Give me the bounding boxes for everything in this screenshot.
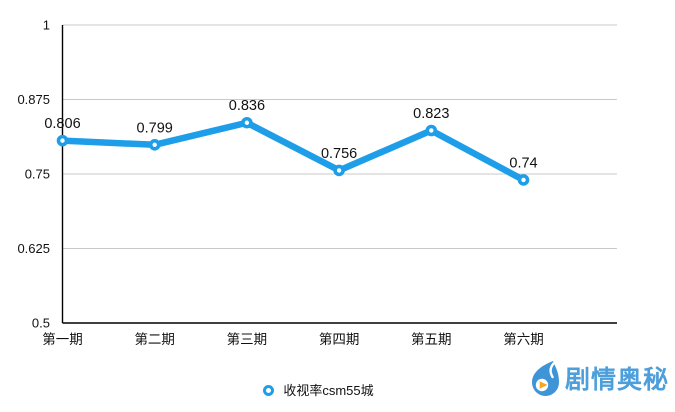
data-point-marker <box>517 174 530 186</box>
data-point-label: 0.799 <box>137 120 173 136</box>
x-axis-label: 第四期 <box>319 331 360 347</box>
x-axis-label: 第二期 <box>134 331 175 347</box>
data-point-marker <box>148 138 161 151</box>
y-tick-label: 0.5 <box>32 316 50 331</box>
data-point-label: 0.806 <box>44 116 80 132</box>
x-axis-label: 第六期 <box>503 331 544 347</box>
data-point-marker <box>333 164 345 177</box>
x-axis-label: 第一期 <box>42 331 83 347</box>
data-point-label: 0.823 <box>413 106 449 122</box>
watermark-droplet-icon <box>531 361 559 396</box>
legend-label: 收视率csm55城 <box>283 383 374 398</box>
data-point-marker <box>56 134 69 147</box>
x-axis-label: 第三期 <box>227 331 268 347</box>
y-tick-label: 1 <box>43 18 50 33</box>
y-tick-label: 0.75 <box>25 167 50 182</box>
data-point-marker <box>241 116 253 129</box>
data-point-label: 0.836 <box>229 98 265 114</box>
data-point-label: 0.74 <box>509 155 537 171</box>
legend-marker-icon <box>263 385 275 396</box>
data-point-label: 0.756 <box>321 146 357 162</box>
y-tick-label: 0.625 <box>17 241 50 256</box>
data-point-marker <box>425 124 438 137</box>
watermark-text: 剧情奥秘 <box>564 365 669 394</box>
watermark-logo: 剧情奥秘 <box>528 360 669 400</box>
series-line <box>59 119 527 184</box>
chart-legend: 收视率csm55城 <box>0 384 656 397</box>
x-axis-label: 第五期 <box>411 331 452 347</box>
y-tick-label: 0.875 <box>17 92 50 107</box>
